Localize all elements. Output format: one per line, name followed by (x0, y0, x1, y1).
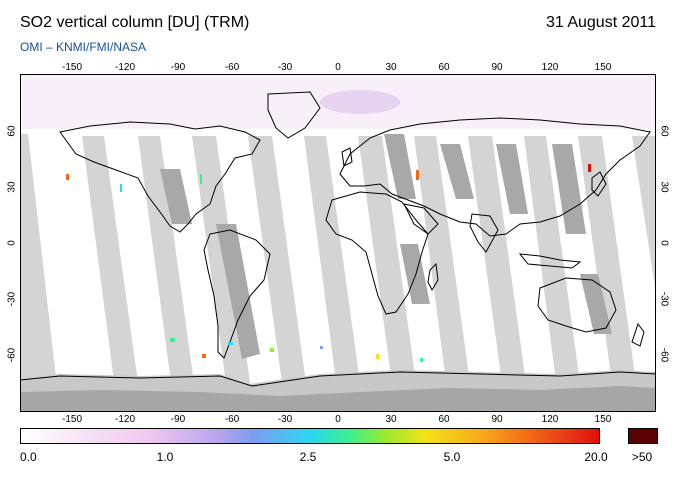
coastline-new-zealand (631, 322, 645, 347)
swath-gap-band (20, 134, 60, 412)
so2-pixel (202, 354, 206, 358)
coastline-british-isles (341, 147, 353, 167)
lat-tick-label: -60 (658, 347, 670, 363)
coastlines (20, 91, 656, 387)
map-credits: OMI – KNMI/FMI/NASA (20, 40, 147, 54)
coastline-madagascar (427, 262, 439, 292)
lat-tick-label: 60 (6, 125, 18, 137)
so2-pixel (66, 174, 69, 180)
swath-overlap (384, 134, 416, 199)
colorbar-label: 2.5 (299, 450, 317, 464)
lon-tick-label: 30 (385, 62, 397, 73)
swath-gap-band (414, 136, 474, 412)
coastline-arabia (403, 203, 439, 235)
coastline-australia (537, 277, 617, 333)
coastline-antarctica (20, 371, 656, 387)
lat-tick-label: -30 (658, 291, 670, 307)
lon-tick-label: 150 (594, 414, 612, 425)
lon-tick-label: 30 (385, 414, 397, 425)
lon-tick-label: -90 (170, 414, 186, 425)
colorbar-label: 0.0 (20, 450, 37, 464)
lon-tick-label: -30 (277, 414, 293, 425)
lat-tick-label: 0 (658, 240, 670, 246)
so2-haze-spot (320, 90, 400, 114)
swath-gap-band (192, 136, 254, 412)
swath-overlap (496, 144, 528, 214)
colorbar-overflow-label: >50 (631, 450, 653, 464)
swath-gap-band (82, 136, 142, 412)
so2-pixel (320, 346, 323, 349)
lon-tick-label: -30 (277, 62, 293, 73)
swath-overlap (552, 144, 586, 234)
lat-tick-label: -30 (6, 291, 18, 307)
lon-tick-label: 150 (594, 62, 612, 73)
colorbar (20, 428, 600, 444)
swath-gap-band (304, 136, 364, 412)
lon-tick-label: 60 (438, 414, 450, 425)
coastline-eurasia (339, 117, 651, 237)
lon-tick-label: -150 (61, 414, 83, 425)
lon-tick-label: 120 (541, 414, 559, 425)
swath-gap-band (248, 136, 310, 412)
colorbar-label: 20.0 (584, 450, 608, 464)
coastline-indonesia (518, 253, 582, 269)
lat-tick-label: 0 (6, 240, 18, 246)
swath-gap-band (524, 136, 584, 412)
lon-tick-label: -60 (224, 62, 240, 73)
lon-tick-label: -120 (114, 62, 136, 73)
antarctica-dark (20, 386, 656, 412)
colorbar-label: 1.0 (156, 450, 174, 464)
lon-tick-label: 120 (541, 62, 559, 73)
so2-pixel (200, 174, 202, 184)
coastline-north-america (59, 121, 261, 233)
lon-tick-label: -150 (61, 62, 83, 73)
swath-gap-band (468, 136, 530, 412)
lat-tick-label: 60 (658, 125, 670, 137)
coastline-africa (325, 191, 429, 315)
lon-tick-label: 0 (335, 62, 341, 73)
swath-overlap (440, 144, 474, 199)
lat-tick-label: 30 (658, 181, 670, 193)
swath-gaps (20, 134, 656, 412)
swath-gap-band (632, 136, 656, 294)
lon-tick-label: -90 (170, 62, 186, 73)
swath-overlap (400, 244, 430, 304)
lon-tick-label: 90 (491, 414, 503, 425)
so2-pixel (420, 358, 423, 362)
coastline-japan (591, 171, 607, 197)
lat-tick-label: 30 (6, 181, 18, 193)
colorbar-label: 5.0 (443, 450, 461, 464)
coastline-india (469, 213, 499, 253)
lon-tick-label: -60 (224, 414, 240, 425)
coastline-greenland (267, 91, 321, 139)
so2-pixel (588, 164, 591, 172)
so2-pixel (170, 338, 175, 342)
swath-overlap (580, 274, 612, 334)
so2-pixel (228, 342, 233, 345)
swath-gap-band (138, 136, 198, 412)
lon-tick-label: 60 (438, 62, 450, 73)
swath-overlap (160, 169, 192, 224)
so2-pixel (416, 170, 419, 180)
lon-tick-label: -120 (114, 414, 136, 425)
colorbar-overflow-swatch (628, 428, 658, 444)
so2-hotspots (66, 164, 591, 362)
swath-overlap (216, 224, 260, 359)
lat-tick-label: -60 (6, 347, 18, 363)
so2-pixel (270, 348, 274, 352)
map-frame (20, 74, 656, 412)
map-date: 31 August 2011 (545, 14, 656, 31)
so2-pixel (120, 184, 122, 192)
swath-overlap-land (160, 134, 612, 359)
lon-tick-label: 90 (491, 62, 503, 73)
swath-gap-band (358, 136, 420, 412)
lon-tick-label: 0 (335, 414, 341, 425)
map-title: SO2 vertical column [DU] (TRM) (20, 14, 250, 31)
swath-gap-band (578, 136, 640, 412)
so2-world-map (20, 74, 656, 412)
so2-pixel (376, 354, 379, 359)
